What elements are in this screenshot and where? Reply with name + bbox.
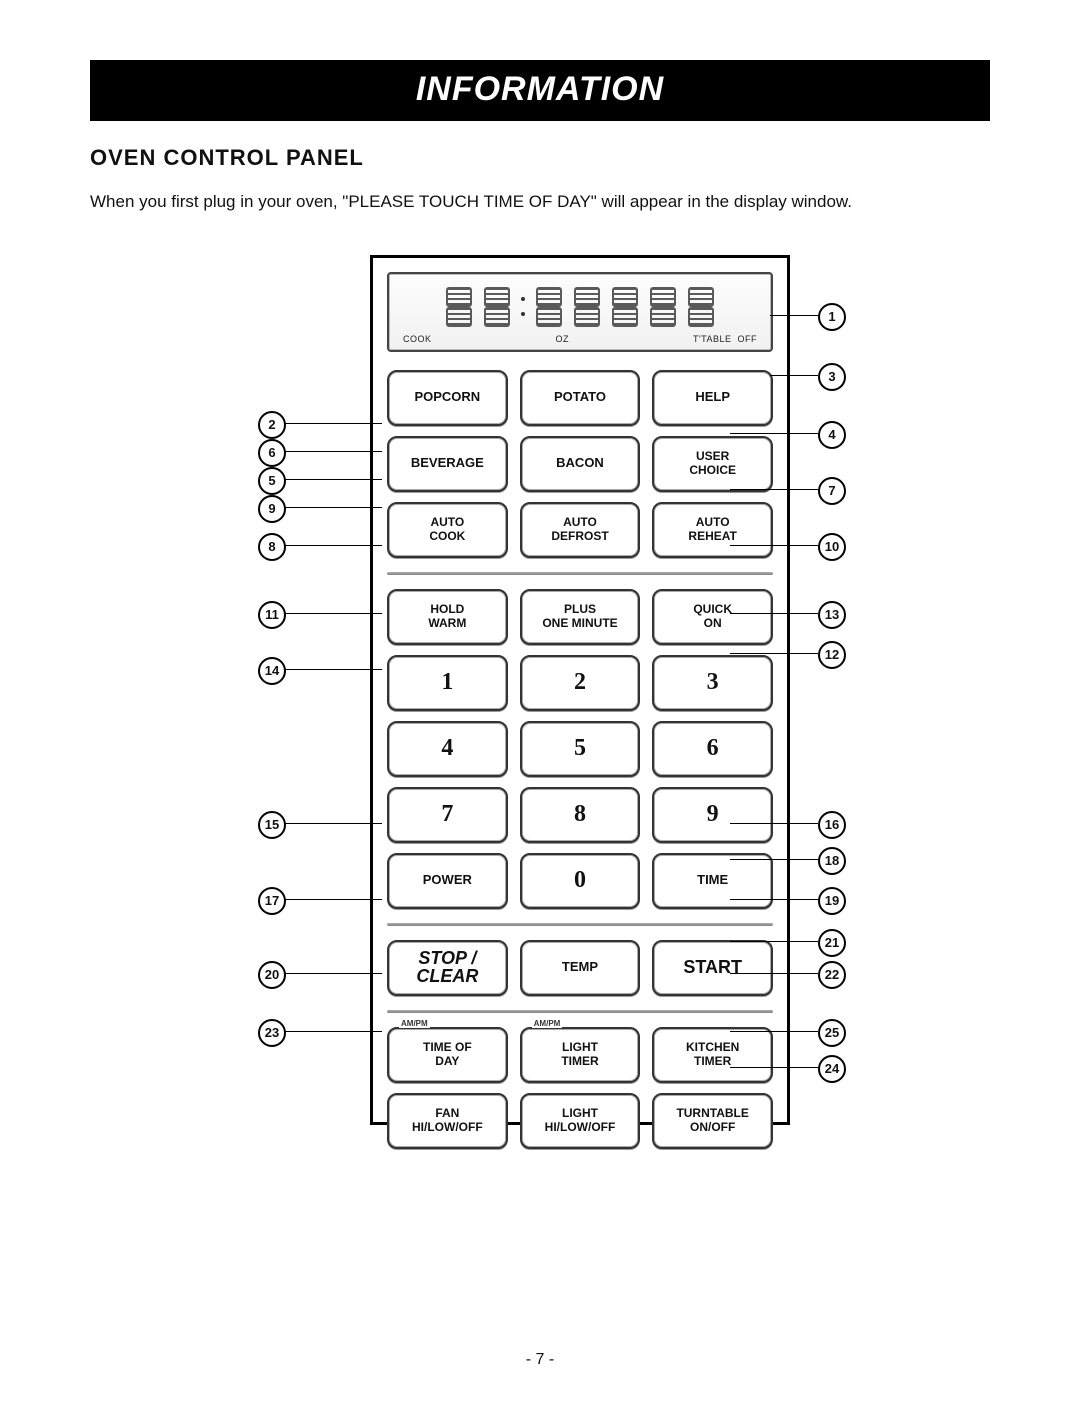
callout-8: 8: [258, 533, 286, 561]
intro-text: When you first plug in your oven, "PLEAS…: [90, 189, 990, 215]
display-window: COOK OZ T'TABLE OFF: [387, 272, 773, 352]
auto-cook-button[interactable]: AUTOCOOK: [387, 502, 508, 558]
beverage-button[interactable]: BEVERAGE: [387, 436, 508, 492]
light-timer-button[interactable]: AM/PM LIGHTTIMER: [520, 1027, 641, 1083]
digit-5-button[interactable]: 5: [520, 721, 641, 777]
callout-13: 13: [818, 601, 846, 629]
kitchen-timer-button[interactable]: KITCHENTIMER: [652, 1027, 773, 1083]
divider: [387, 1010, 773, 1013]
callout-11: 11: [258, 601, 286, 629]
lcd-label-off: OFF: [738, 334, 758, 344]
time-of-day-button[interactable]: AM/PM TIME OFDAY: [387, 1027, 508, 1083]
callout-4: 4: [818, 421, 846, 449]
button-grid: POPCORN POTATO HELP BEVERAGE BACON USER …: [387, 370, 773, 1149]
time-button[interactable]: TIME: [652, 853, 773, 909]
fan-button[interactable]: FANHI/LOW/OFF: [387, 1093, 508, 1149]
callout-14: 14: [258, 657, 286, 685]
digit-6-button[interactable]: 6: [652, 721, 773, 777]
callout-6: 6: [258, 439, 286, 467]
quick-on-button[interactable]: QUICKON: [652, 589, 773, 645]
callout-12: 12: [818, 641, 846, 669]
callout-19: 19: [818, 887, 846, 915]
digit-0-button[interactable]: 0: [520, 853, 641, 909]
digit-1-button[interactable]: 1: [387, 655, 508, 711]
popcorn-button[interactable]: POPCORN: [387, 370, 508, 426]
divider: [387, 572, 773, 575]
plus-one-minute-button[interactable]: PLUSONE MINUTE: [520, 589, 641, 645]
callout-7: 7: [818, 477, 846, 505]
digit-9-button[interactable]: 9: [652, 787, 773, 843]
callout-17: 17: [258, 887, 286, 915]
callout-18: 18: [818, 847, 846, 875]
callout-5: 5: [258, 467, 286, 495]
callout-21: 21: [818, 929, 846, 957]
digit-8-button[interactable]: 8: [520, 787, 641, 843]
light-button[interactable]: LIGHTHI/LOW/OFF: [520, 1093, 641, 1149]
auto-reheat-button[interactable]: AUTOREHEAT: [652, 502, 773, 558]
start-button[interactable]: START: [652, 940, 773, 996]
digit-3-button[interactable]: 3: [652, 655, 773, 711]
temp-button[interactable]: TEMP: [520, 940, 641, 996]
bacon-button[interactable]: BACON: [520, 436, 641, 492]
callout-2: 2: [258, 411, 286, 439]
digit-4-button[interactable]: 4: [387, 721, 508, 777]
control-panel-diagram: COOK OZ T'TABLE OFF POPCORN POTATO HELP …: [90, 255, 990, 1175]
panel-outline: COOK OZ T'TABLE OFF POPCORN POTATO HELP …: [370, 255, 790, 1125]
callout-25: 25: [818, 1019, 846, 1047]
callout-23: 23: [258, 1019, 286, 1047]
help-button[interactable]: HELP: [652, 370, 773, 426]
page-number: - 7 -: [0, 1351, 1080, 1369]
digit-2-button[interactable]: 2: [520, 655, 641, 711]
lcd-label-ttable: T'TABLE: [693, 334, 732, 344]
power-button[interactable]: POWER: [387, 853, 508, 909]
callout-9: 9: [258, 495, 286, 523]
lcd-label-oz: OZ: [555, 334, 569, 344]
divider: [387, 923, 773, 926]
banner-information: INFORMATION: [90, 60, 990, 121]
callout-10: 10: [818, 533, 846, 561]
callout-22: 22: [818, 961, 846, 989]
lcd-label-cook: COOK: [403, 334, 432, 344]
callout-1: 1: [818, 303, 846, 331]
manual-page: INFORMATION OVEN CONTROL PANEL When you …: [0, 0, 1080, 1405]
section-title: OVEN CONTROL PANEL: [90, 145, 990, 171]
callout-24: 24: [818, 1055, 846, 1083]
callout-15: 15: [258, 811, 286, 839]
hold-warm-button[interactable]: HOLDWARM: [387, 589, 508, 645]
user-choice-button[interactable]: USER CHOICE: [652, 436, 773, 492]
stop-clear-button[interactable]: STOP /CLEAR: [387, 940, 508, 996]
callout-3: 3: [818, 363, 846, 391]
digit-7-button[interactable]: 7: [387, 787, 508, 843]
auto-defrost-button[interactable]: AUTODEFROST: [520, 502, 641, 558]
potato-button[interactable]: POTATO: [520, 370, 641, 426]
turntable-button[interactable]: TURNTABLEON/OFF: [652, 1093, 773, 1149]
callout-20: 20: [258, 961, 286, 989]
callout-16: 16: [818, 811, 846, 839]
